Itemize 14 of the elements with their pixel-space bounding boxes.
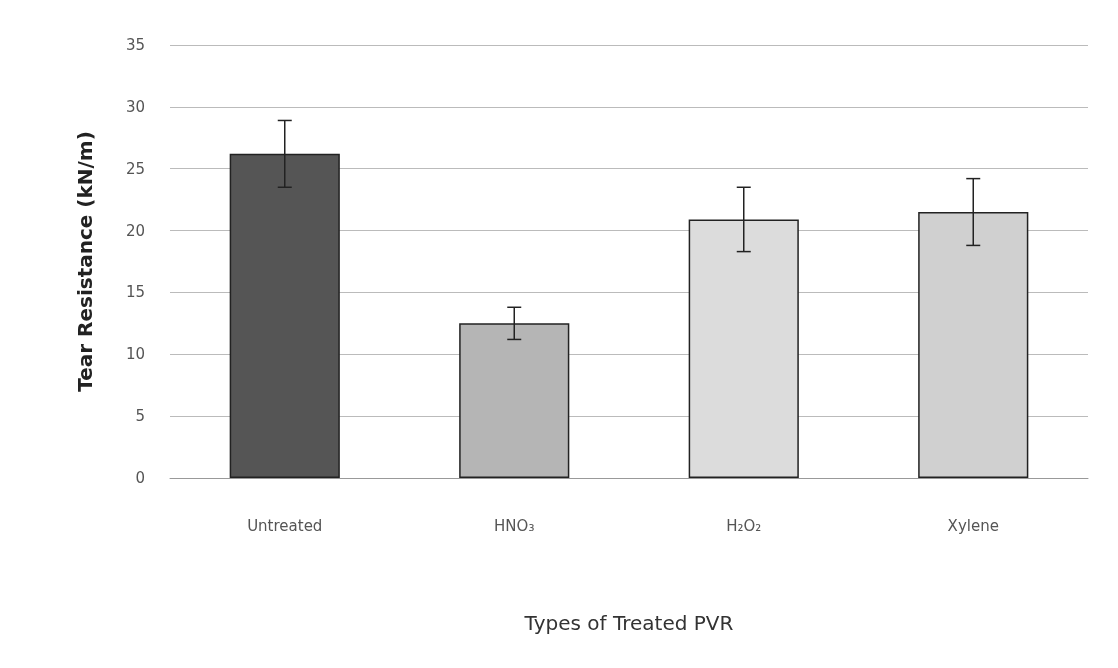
- y-tick-label: 10: [125, 345, 145, 364]
- x-tick-label: H₂O₂: [726, 516, 762, 535]
- x-tick-label: Untreated: [247, 516, 323, 535]
- x-tick-label: HNO₃: [494, 516, 535, 535]
- y-tick-label: 20: [125, 221, 145, 240]
- y-tick-label: 0: [135, 469, 145, 487]
- x-axis-title: Types of Treated PVR: [523, 611, 734, 635]
- y-tick-label: 30: [125, 97, 145, 116]
- y-tick-label: 35: [125, 36, 145, 54]
- y-tick-label: 15: [125, 283, 145, 302]
- y-tick-label: 25: [125, 159, 145, 178]
- y-axis-title: Tear Resistance (kN/m): [73, 131, 97, 392]
- y-tick-label: 5: [135, 407, 145, 426]
- x-tick-label: Xylene: [947, 516, 999, 535]
